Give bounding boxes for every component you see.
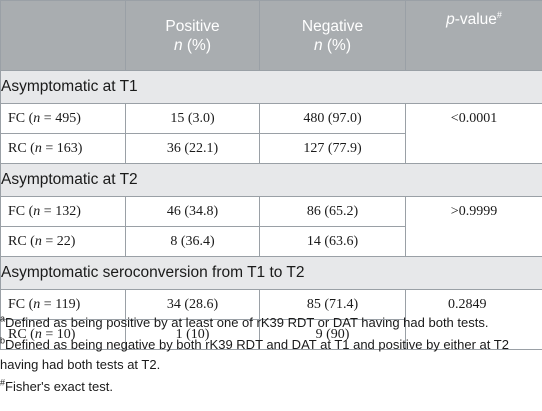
row-label-n: n	[34, 140, 42, 156]
row-label: RC (n = 10)	[0, 319, 126, 350]
section-row-seroconversion: Asymptomatic seroconversion from T1 to T…	[0, 256, 542, 290]
row-label-count: = 119)	[40, 296, 81, 312]
table-row: RC (n = 163) 36 (22.1) 127 (77.9)	[0, 133, 542, 164]
positive-cell: 8 (36.4)	[125, 226, 260, 257]
table-row: RC (n = 10) 1 (10) 9 (90)	[0, 319, 542, 350]
header-empty-cell	[0, 0, 126, 71]
row-label-n: n	[33, 296, 41, 312]
row-label-count: = 495)	[40, 110, 81, 126]
row-label: RC (n = 163)	[0, 133, 126, 164]
negative-cell: 86 (65.2)	[259, 196, 406, 227]
row-label-prefix: FC (	[8, 296, 34, 312]
row-label-count: = 132)	[40, 203, 81, 219]
row-label: FC (n = 132)	[0, 196, 126, 227]
row-label-prefix: FC (	[8, 203, 34, 219]
table-row: FC (n = 495) 15 (3.0) 480 (97.0) <0.0001	[0, 103, 542, 164]
header-negative-pct: (%)	[322, 36, 352, 54]
header-negative-label: Negative	[301, 17, 364, 35]
row-label-prefix: RC (	[8, 326, 35, 342]
negative-cell: 127 (77.9)	[259, 133, 406, 164]
footnotes: aDefined as being positive by at least o…	[0, 313, 538, 399]
row-label-n: n	[34, 326, 42, 342]
header-positive-pct: (%)	[182, 36, 212, 54]
footnote-text: Defined as being positive by at least on…	[5, 315, 489, 330]
footnote: #Fisher's exact test.	[0, 377, 538, 397]
row-label-count: = 10)	[41, 326, 76, 342]
row-label-n: n	[33, 110, 41, 126]
footnote-mark: #	[0, 377, 6, 388]
pvalue-cell: <0.0001	[405, 103, 542, 164]
row-label-prefix: RC (	[8, 140, 35, 156]
footnote: aDefined as being positive by at least o…	[0, 313, 538, 333]
footnote-mark: a	[0, 313, 6, 324]
section-title: Asymptomatic at T2	[0, 163, 542, 197]
positive-cell: 1 (10)	[125, 319, 260, 350]
header-pvalue-label: -value	[454, 11, 497, 28]
row-label-prefix: FC (	[8, 110, 34, 126]
section-row-t1: Asymptomatic at T1	[0, 70, 542, 104]
results-table: Positive n (%) Negative n (%) p-value# A…	[0, 0, 542, 350]
negative-cell: 480 (97.0)	[259, 103, 406, 134]
negative-cell: 9 (90)	[259, 319, 406, 350]
header-negative-n: n	[313, 36, 323, 54]
pvalue-cell: >0.9999	[405, 196, 542, 257]
positive-cell: 36 (22.1)	[125, 133, 260, 164]
header-row: Positive n (%) Negative n (%) p-value#	[0, 0, 542, 71]
footnote-text: Fisher's exact test.	[5, 379, 113, 394]
row-label-prefix: RC (	[8, 233, 35, 249]
header-pvalue: p-value#	[405, 0, 542, 71]
table-row: RC (n = 22) 8 (36.4) 14 (63.6)	[0, 226, 542, 257]
section-row-t2: Asymptomatic at T2	[0, 163, 542, 197]
row-label-n: n	[34, 233, 42, 249]
header-positive-label: Positive	[165, 17, 220, 35]
footnote: bDefined as being negative by both rK39 …	[0, 335, 538, 375]
row-label: FC (n = 495)	[0, 103, 126, 134]
row-label: RC (n = 22)	[0, 226, 126, 257]
header-positive-n: n	[173, 36, 183, 54]
positive-cell: 46 (34.8)	[125, 196, 260, 227]
header-positive: Positive n (%)	[125, 0, 260, 71]
row-label-count: = 163)	[41, 140, 83, 156]
footnote-text: Defined as being negative by both rK39 R…	[0, 337, 509, 372]
footnote-mark: b	[0, 335, 6, 346]
header-pvalue-p: p	[446, 11, 455, 28]
negative-cell: 14 (63.6)	[259, 226, 406, 257]
row-label-count: = 22)	[41, 233, 76, 249]
negative-cell: 85 (71.4)	[259, 289, 406, 320]
positive-cell: 15 (3.0)	[125, 103, 260, 134]
table-row: FC (n = 119) 34 (28.6) 85 (71.4) 0.2849	[0, 289, 542, 350]
table-row: FC (n = 132) 46 (34.8) 86 (65.2) >0.9999	[0, 196, 542, 257]
section-title: Asymptomatic at T1	[0, 70, 542, 104]
header-negative: Negative n (%)	[259, 0, 406, 71]
section-title: Asymptomatic seroconversion from T1 to T…	[0, 256, 542, 290]
pvalue-cell: 0.2849	[405, 289, 542, 350]
row-label-n: n	[33, 203, 41, 219]
row-label: FC (n = 119)	[0, 289, 126, 320]
header-pvalue-mark: #	[496, 9, 502, 20]
